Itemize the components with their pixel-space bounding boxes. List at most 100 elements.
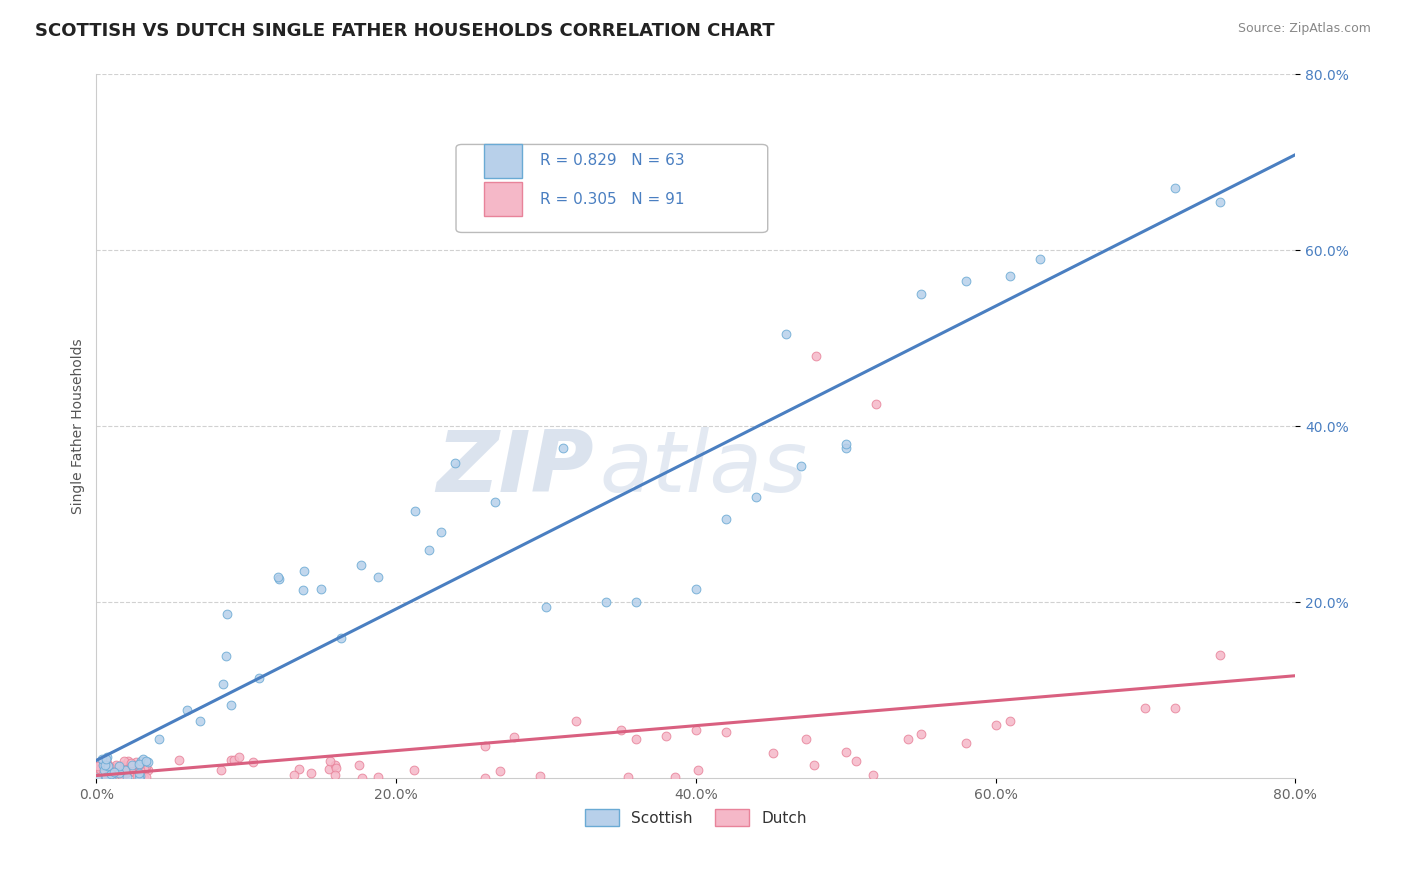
Point <box>121 758 143 772</box>
Point <box>444 456 467 470</box>
Point <box>111 764 134 778</box>
Point <box>132 761 155 775</box>
Point <box>565 714 588 728</box>
Point <box>1209 648 1232 662</box>
Point <box>350 558 373 572</box>
Point <box>111 758 134 772</box>
Point <box>325 761 347 775</box>
Point <box>89 764 111 778</box>
Point <box>132 751 155 765</box>
Point <box>91 767 114 781</box>
Point <box>97 770 120 784</box>
Point <box>402 764 425 778</box>
Point <box>114 763 136 777</box>
Point <box>404 504 426 518</box>
Point <box>283 768 305 782</box>
Point <box>94 770 117 784</box>
Point <box>595 595 617 609</box>
Point <box>367 770 389 784</box>
Point <box>224 753 246 767</box>
Point <box>135 759 157 773</box>
Point <box>347 757 370 772</box>
Legend: Scottish, Dutch: Scottish, Dutch <box>578 801 814 834</box>
Point <box>124 764 146 779</box>
Point <box>624 731 647 746</box>
Point <box>318 755 340 769</box>
Point <box>418 543 440 558</box>
Point <box>110 763 132 777</box>
Bar <box>484 183 522 216</box>
Point <box>834 441 856 455</box>
Point <box>100 766 122 780</box>
Point <box>910 727 932 741</box>
Point <box>714 725 737 739</box>
Point <box>896 732 918 747</box>
Point <box>352 771 374 785</box>
Point <box>103 764 125 779</box>
Point <box>529 769 551 783</box>
Point <box>804 349 827 363</box>
Point <box>762 746 785 760</box>
Point <box>910 287 932 301</box>
Point <box>128 764 150 778</box>
Point <box>664 770 686 784</box>
Point <box>1000 269 1022 284</box>
Point <box>108 759 131 773</box>
Point <box>96 770 118 784</box>
Point <box>484 495 506 509</box>
Point <box>110 763 132 777</box>
Point <box>242 755 264 769</box>
Text: atlas: atlas <box>600 427 808 510</box>
Point <box>91 751 114 765</box>
Point <box>134 762 156 776</box>
Point <box>136 755 159 769</box>
Point <box>1029 252 1052 266</box>
Point <box>309 582 332 596</box>
Point <box>129 756 152 771</box>
Point <box>624 595 647 609</box>
Point <box>211 677 233 691</box>
Point <box>1164 701 1187 715</box>
Point <box>96 756 118 771</box>
Point <box>287 762 309 776</box>
Point <box>97 759 120 773</box>
Point <box>1164 181 1187 195</box>
Point <box>267 572 290 586</box>
Point <box>330 631 353 645</box>
Point <box>291 582 314 597</box>
Point <box>215 648 238 663</box>
Point <box>219 753 242 767</box>
Point <box>219 698 242 713</box>
Point <box>136 763 159 777</box>
Point <box>128 771 150 785</box>
Point <box>111 769 134 783</box>
Point <box>318 762 340 776</box>
Point <box>135 754 157 768</box>
Point <box>86 759 108 773</box>
Point <box>93 763 115 777</box>
Point <box>955 274 977 288</box>
Point <box>115 765 138 780</box>
Point <box>120 756 142 771</box>
Point <box>94 758 117 772</box>
Point <box>128 757 150 772</box>
Point <box>100 768 122 782</box>
Point <box>228 750 250 764</box>
Text: ZIP: ZIP <box>436 427 593 510</box>
Point <box>96 749 118 764</box>
Point <box>834 745 856 759</box>
Point <box>1209 194 1232 209</box>
Point <box>803 757 825 772</box>
Point <box>115 771 138 785</box>
Point <box>1135 701 1157 715</box>
Point <box>86 771 108 785</box>
Point <box>955 736 977 750</box>
Point <box>190 714 212 728</box>
Point <box>534 599 557 614</box>
Point <box>775 326 797 341</box>
Y-axis label: Single Father Households: Single Father Households <box>72 338 86 514</box>
Point <box>984 718 1007 732</box>
Point <box>94 752 117 766</box>
Point <box>610 723 633 737</box>
FancyBboxPatch shape <box>456 145 768 233</box>
